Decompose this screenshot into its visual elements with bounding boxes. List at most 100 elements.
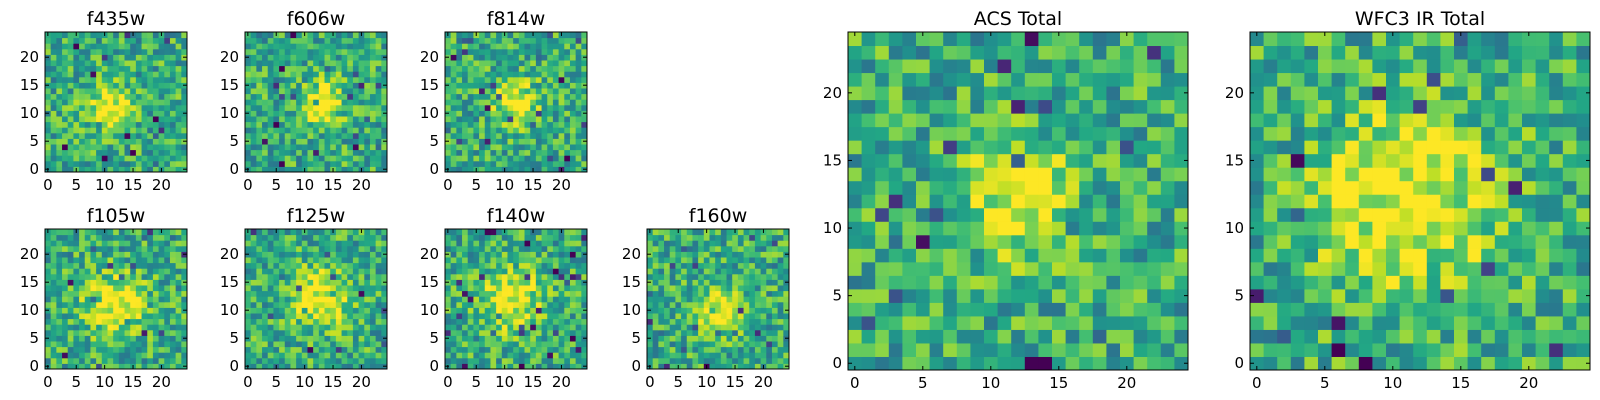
pixel-cell bbox=[771, 268, 779, 275]
pixel-cell bbox=[181, 285, 188, 292]
pixel-cell bbox=[67, 335, 74, 342]
pixel-cell bbox=[541, 65, 548, 72]
pixel-cell bbox=[245, 329, 252, 336]
pixel-cell bbox=[67, 357, 74, 364]
pixel-cell bbox=[524, 99, 531, 106]
pixel-cell bbox=[575, 32, 582, 39]
pixel-cell bbox=[462, 357, 469, 364]
pixel-cell bbox=[984, 342, 999, 357]
pixel-cell bbox=[296, 60, 303, 67]
pixel-cell bbox=[381, 273, 388, 280]
pixel-cell bbox=[50, 279, 57, 286]
pixel-cell bbox=[456, 116, 463, 123]
pixel-cell bbox=[564, 363, 571, 370]
pixel-cell bbox=[467, 132, 474, 139]
pixel-cell bbox=[715, 329, 722, 336]
pixel-cell bbox=[101, 116, 108, 123]
pixel-cell bbox=[507, 166, 514, 173]
pixel-cell bbox=[861, 302, 876, 317]
pixel-cell bbox=[473, 155, 480, 162]
pixel-cell bbox=[664, 352, 671, 359]
pixel-cell bbox=[541, 149, 548, 156]
pixel-cell bbox=[318, 257, 326, 264]
pixel-cell bbox=[501, 335, 508, 342]
pixel-cell bbox=[513, 324, 520, 331]
pixel-cell bbox=[147, 279, 154, 286]
pixel-cell bbox=[56, 144, 63, 151]
pixel-cell bbox=[473, 279, 480, 286]
pixel-cell bbox=[658, 279, 665, 286]
pixel-cell bbox=[575, 82, 582, 89]
pixel-cell bbox=[101, 110, 108, 117]
pixel-cell bbox=[720, 234, 728, 241]
pixel-cell bbox=[118, 245, 126, 252]
pixel-cell bbox=[341, 155, 348, 162]
pixel-cell bbox=[175, 318, 182, 325]
pixel-cell bbox=[513, 285, 520, 292]
pixel-cell bbox=[473, 121, 480, 128]
pixel-cell bbox=[318, 273, 326, 280]
pixel-cell bbox=[164, 127, 171, 134]
pixel-cell bbox=[96, 144, 103, 151]
pixel-cell bbox=[490, 352, 497, 359]
pixel-cell bbox=[45, 301, 52, 308]
pixel-cell bbox=[766, 363, 773, 370]
pixel-cell bbox=[581, 229, 588, 236]
pixel-cell bbox=[681, 363, 688, 370]
pixel-cell bbox=[118, 357, 126, 364]
pixel-cell bbox=[96, 88, 103, 95]
pixel-cell bbox=[581, 127, 588, 134]
pixel-cell bbox=[450, 341, 457, 348]
pixel-cell bbox=[358, 301, 365, 308]
pixel-cell bbox=[256, 88, 263, 95]
pixel-cell bbox=[1038, 356, 1053, 371]
pixel-cell bbox=[181, 88, 188, 95]
pixel-cell bbox=[524, 363, 531, 370]
pixel-cell bbox=[364, 37, 371, 44]
pixel-cell bbox=[301, 160, 308, 167]
pixel-cell bbox=[324, 104, 331, 111]
pixel-cell bbox=[141, 357, 148, 364]
pixel-cell bbox=[147, 121, 154, 128]
pixel-cell bbox=[62, 160, 69, 167]
pixel-cell bbox=[352, 251, 360, 258]
pixel-cell bbox=[902, 288, 917, 303]
pixel-cell bbox=[462, 234, 469, 241]
pixel-cell bbox=[141, 71, 148, 78]
pixel-cell bbox=[273, 240, 280, 247]
pixel-cell bbox=[375, 313, 382, 320]
pixel-cell bbox=[130, 301, 137, 308]
pixel-cell bbox=[1052, 342, 1067, 357]
pixel-cell bbox=[62, 166, 69, 173]
pixel-cell bbox=[1011, 261, 1026, 276]
pixel-cell bbox=[1120, 221, 1135, 236]
pixel-cell bbox=[73, 116, 80, 123]
pixel-cell bbox=[513, 335, 520, 342]
pixel-cell bbox=[164, 155, 171, 162]
pixel-cell bbox=[181, 76, 188, 83]
y-tick-label: 5 bbox=[429, 132, 439, 150]
pixel-cell bbox=[290, 251, 297, 258]
pixel-cell bbox=[535, 88, 543, 95]
pixel-cell bbox=[777, 313, 784, 320]
pixel-cell bbox=[56, 279, 63, 286]
pixel-cell bbox=[743, 296, 750, 303]
pixel-cell bbox=[861, 221, 876, 236]
pixel-cell bbox=[888, 221, 903, 236]
pixel-cell bbox=[507, 71, 514, 78]
pixel-cell bbox=[164, 234, 171, 241]
pixel-cell bbox=[284, 48, 291, 55]
pixel-cell bbox=[1174, 194, 1189, 209]
pixel-cell bbox=[524, 104, 531, 111]
pixel-cell bbox=[301, 329, 308, 336]
pixel-cell bbox=[375, 318, 382, 325]
pixel-cell bbox=[307, 357, 314, 364]
pixel-cell bbox=[535, 149, 543, 156]
pixel-cell bbox=[152, 132, 160, 139]
pixel-cell bbox=[45, 116, 52, 123]
pixel-cell bbox=[445, 329, 452, 336]
pixel-cell bbox=[1120, 342, 1135, 357]
pixel-cell bbox=[358, 93, 365, 100]
pixel-cell bbox=[484, 166, 491, 173]
pixel-cell bbox=[90, 54, 97, 61]
